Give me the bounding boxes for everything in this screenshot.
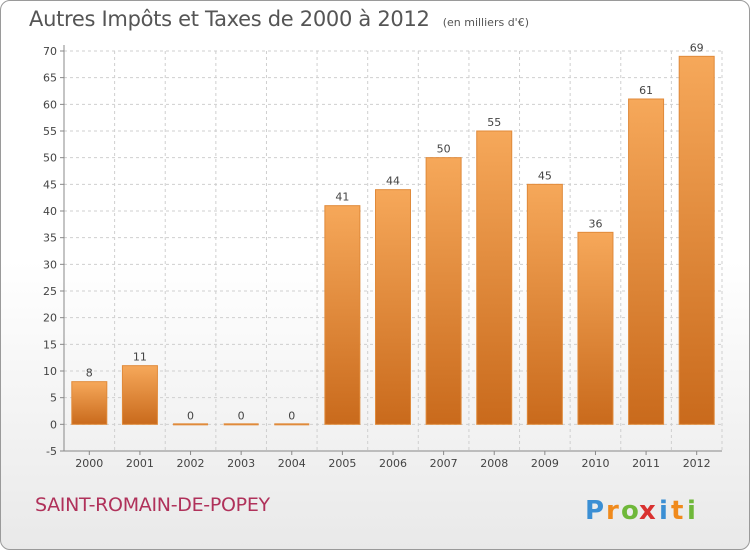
x-tick-label: 2007 [430,457,458,470]
y-tick-label: -5 [46,445,57,458]
value-label: 61 [639,84,653,97]
y-tick-label: 65 [43,72,57,85]
bar [223,423,259,426]
y-tick-label: 45 [43,178,57,191]
value-label: 55 [487,116,501,129]
value-label: 0 [187,409,194,422]
bar [173,423,209,426]
commune-name: SAINT-ROMAIN-DE-POPEY [35,494,270,516]
bar [121,365,158,425]
bar [526,183,563,425]
chart-subtitle: (en milliers d'€) [442,16,529,29]
x-tick-label: 2000 [75,457,103,470]
bar [577,231,614,425]
logo-letter: P [585,496,604,526]
x-tick-label: 2010 [581,457,609,470]
y-tick-label: 70 [43,45,57,58]
x-tick-label: 2012 [683,457,711,470]
y-tick-label: 0 [50,418,57,431]
x-tick-label: 2006 [379,457,407,470]
y-tick-label: 10 [43,365,57,378]
y-tick-label: 25 [43,285,57,298]
logo-letter: x [639,496,656,526]
bar [375,189,411,425]
bar [425,157,462,425]
value-label: 41 [335,191,349,204]
value-label: 69 [690,41,704,54]
chart-title: Autres Impôts et Taxes de 2000 à 2012 [29,7,430,31]
bar [274,423,310,426]
y-tick-label: 30 [43,258,57,271]
x-tick-label: 2001 [126,457,154,470]
x-tick-label: 2003 [227,457,255,470]
y-tick-label: 60 [43,98,57,111]
x-tick-label: 2011 [632,457,660,470]
value-label: 44 [386,175,400,188]
y-tick-label: 35 [43,232,57,245]
logo-letter: t [671,496,683,526]
value-label: 11 [133,351,147,364]
data-labels: 8 11 0 0 0 41 44 50 55 45 36 61 69 [86,41,704,422]
y-tick-label: 5 [50,392,57,405]
title-line: Autres Impôts et Taxes de 2000 à 2012 (e… [29,7,529,31]
value-label: 0 [288,409,295,422]
bars [71,55,715,426]
logo-letter: i [659,496,668,526]
value-label: 50 [437,143,451,156]
bar [678,55,715,425]
axes: -5 0 5 10 15 20 25 30 35 40 45 50 55 60 65 70 2000 2001 20… [43,45,722,470]
x-tick-label: 2004 [278,457,306,470]
bar [476,130,513,425]
value-label: 45 [538,169,552,182]
logo-letter: i [687,496,696,526]
value-label: 8 [86,367,93,380]
value-label: 36 [588,217,602,230]
x-tick-label: 2008 [480,457,508,470]
x-tick-label: 2009 [531,457,559,470]
bar [71,381,108,425]
y-tick-label: 20 [43,312,57,325]
x-tick-label: 2002 [177,457,205,470]
y-tick-label: 40 [43,205,57,218]
bar [324,205,361,425]
y-tick-label: 50 [43,152,57,165]
y-tick-label: 55 [43,125,57,138]
logo-letter: o [621,496,639,526]
bar [628,98,665,425]
value-label: 0 [238,409,245,422]
y-tick-label: 15 [43,338,57,351]
x-tick-label: 2005 [328,457,356,470]
logo-letter: r [606,496,619,526]
